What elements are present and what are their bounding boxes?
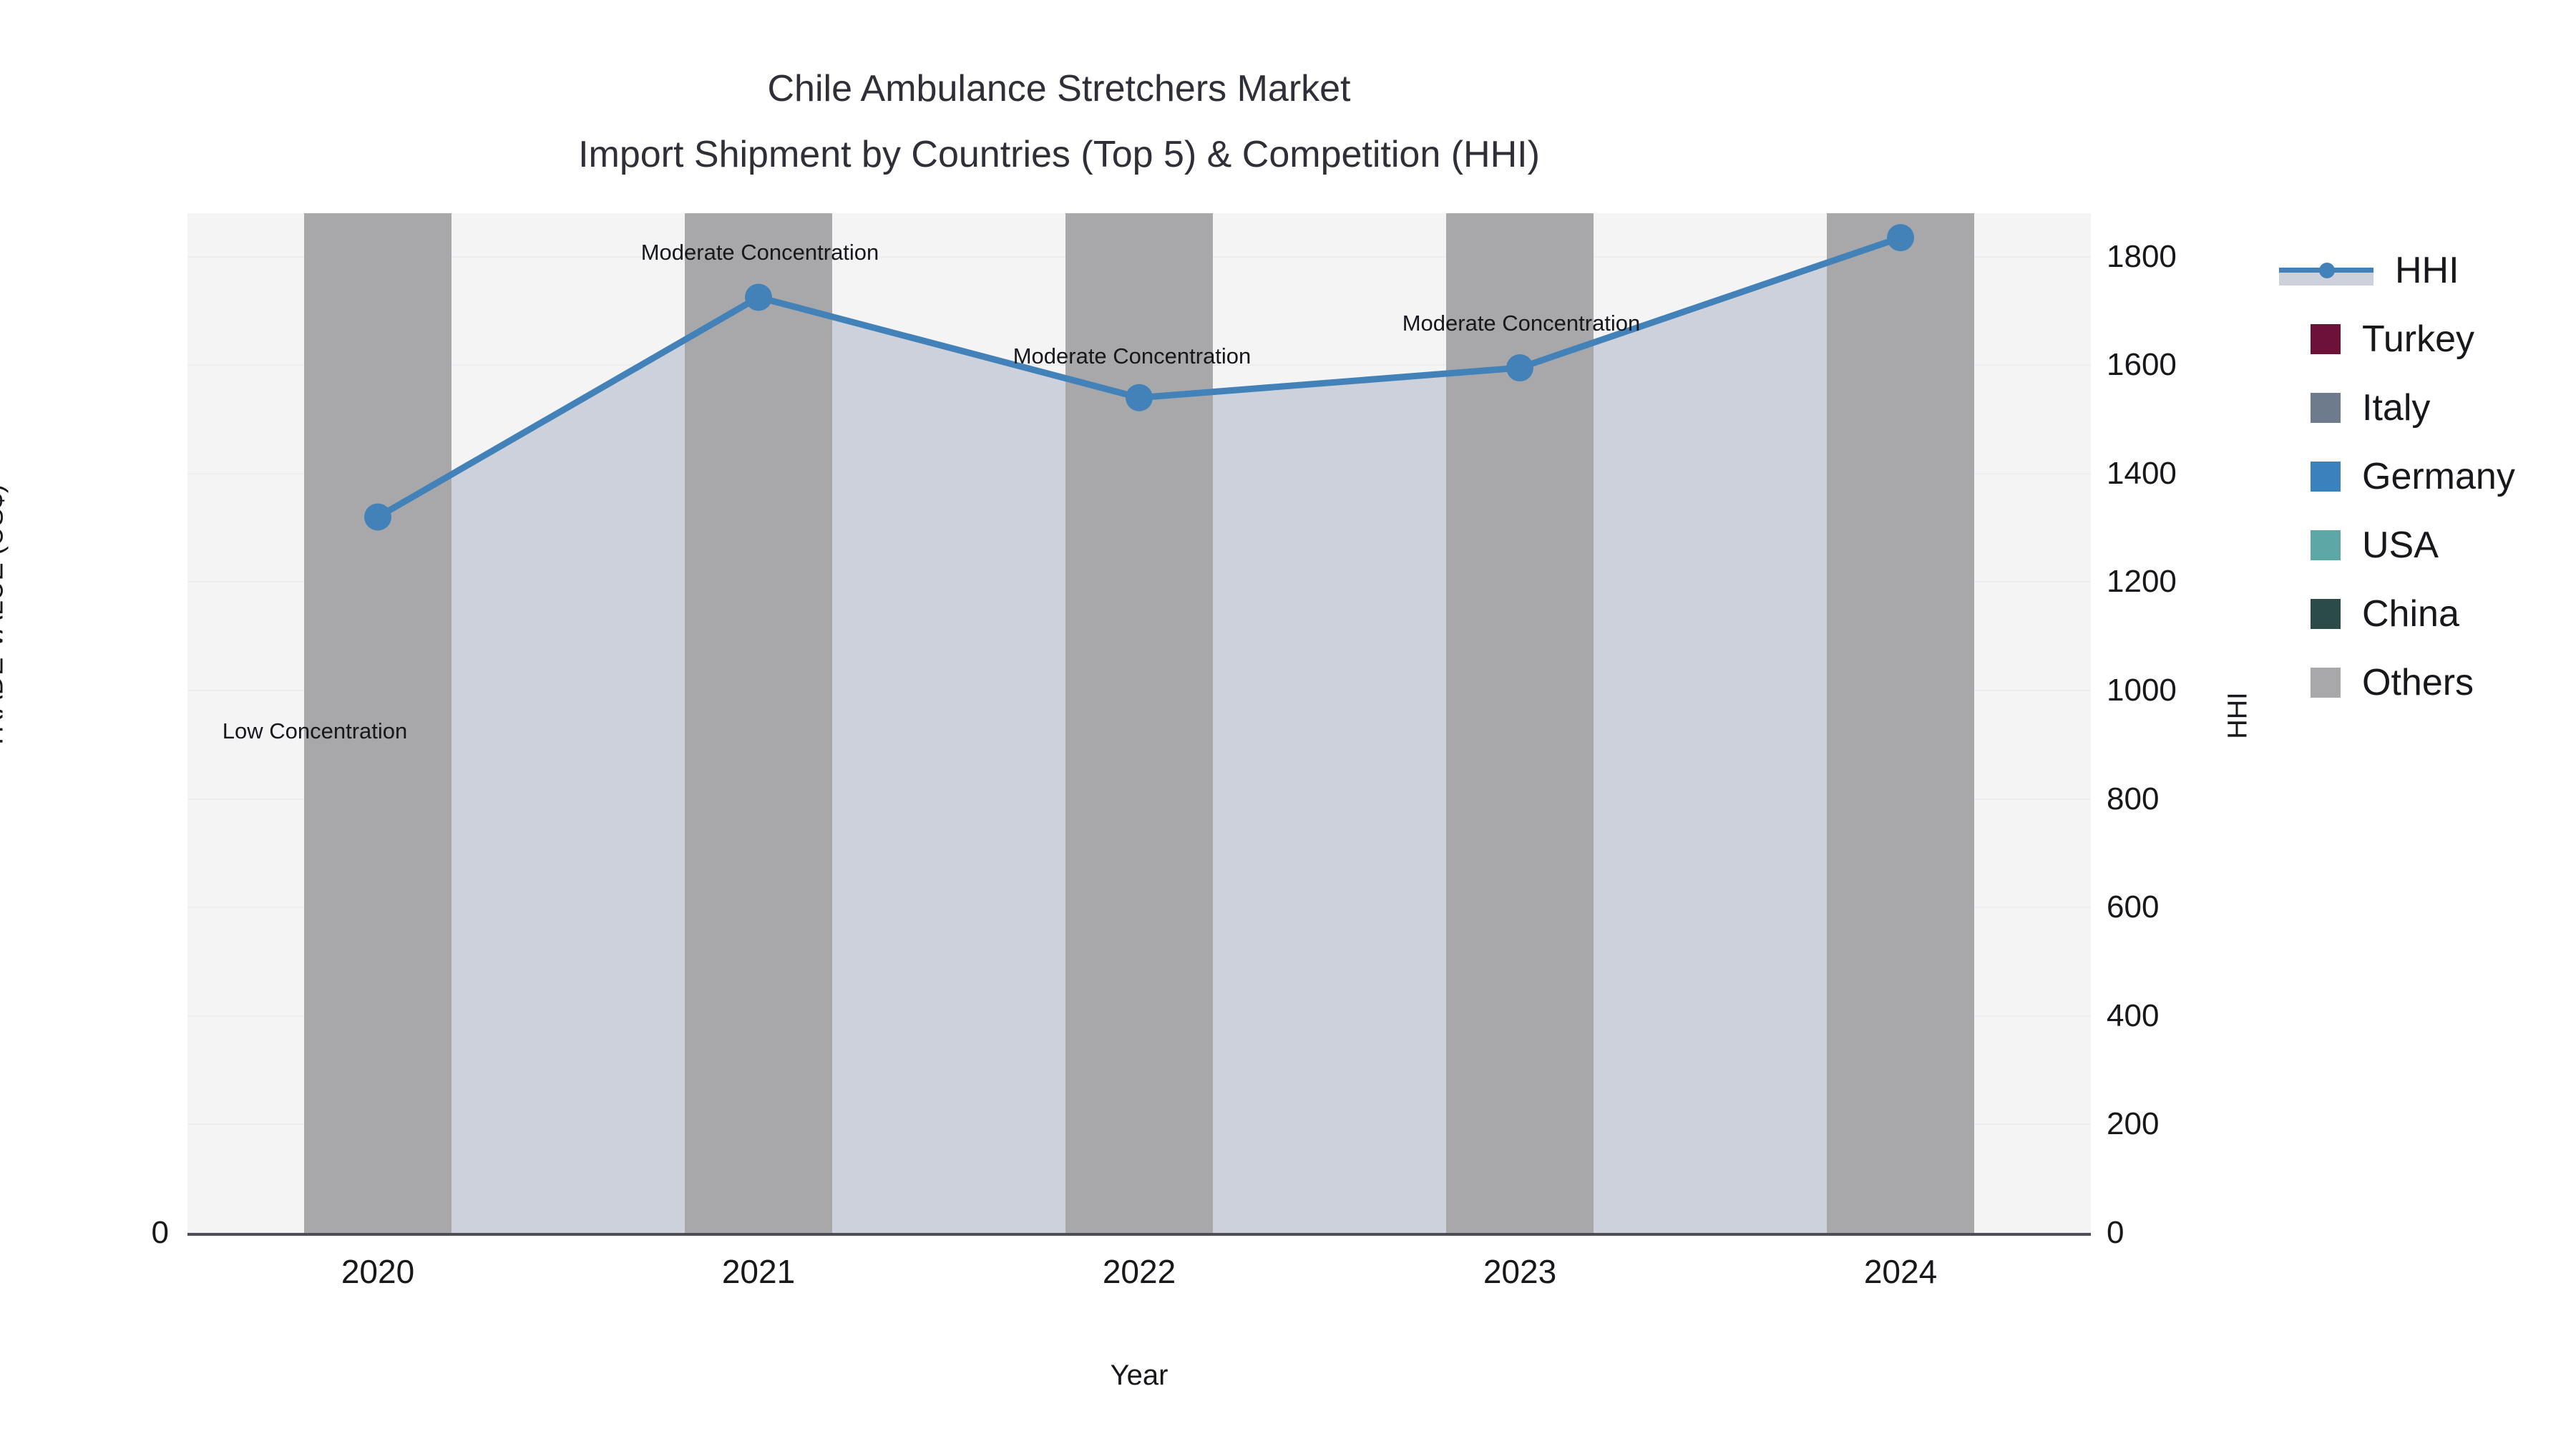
bar-segment-others-2021[interactable] — [685, 213, 832, 1233]
legend-swatch-icon — [2311, 530, 2341, 560]
hhi-annotation-2023: Moderate Concentration — [1402, 311, 1641, 336]
legend-swatch-icon — [2311, 462, 2341, 492]
legend-label: China — [2362, 593, 2459, 635]
plot-area: Low Concentration Moderate Concentration M… — [187, 213, 2091, 1234]
plot-canvas: Low Concentration Moderate Concentration M… — [187, 213, 2091, 1234]
legend: HHI Turkey Italy Germany USA China Others — [2279, 236, 2515, 717]
legend-label: Turkey — [2362, 318, 2474, 360]
legend-swatch-icon — [2311, 324, 2341, 354]
y-axis-left-ticks: 05M10M15M20M — [0, 0, 169, 1449]
bar-segment-others-2020[interactable] — [304, 213, 452, 1233]
bar-stack-2023[interactable] — [1446, 213, 1594, 1233]
legend-item-others[interactable]: Others — [2279, 648, 2515, 717]
bar-segment-others-2023[interactable] — [1446, 213, 1594, 1233]
bar-stack-2021[interactable] — [685, 213, 832, 1233]
hhi-marker-2024[interactable] — [1887, 224, 1914, 252]
y-tick-right-1800: 1800 — [2107, 238, 2177, 274]
x-tick-2020: 2020 — [341, 1253, 415, 1290]
legend-item-germany[interactable]: Germany — [2279, 442, 2515, 511]
hhi-line-series[interactable] — [187, 213, 2091, 1234]
y-tick-right-400: 400 — [2107, 997, 2160, 1033]
legend-item-china[interactable]: China — [2279, 580, 2515, 648]
legend-label: Germany — [2362, 456, 2515, 497]
y-tick-right-200: 200 — [2107, 1106, 2160, 1142]
y-tick-left-0: 0 — [151, 1215, 169, 1250]
y-axis-right-ticks: 0 200 400 600 800 1000 1200 1400 1600 1800 — [2107, 0, 2293, 1449]
bar-stack-2024[interactable] — [1827, 213, 1974, 1233]
y-tick-right-1200: 1200 — [2107, 564, 2177, 600]
x-tick-2021: 2021 — [721, 1253, 796, 1290]
legend-label: USA — [2362, 525, 2439, 566]
hhi-marker-2020[interactable] — [364, 503, 391, 531]
y-tick-right-800: 800 — [2107, 781, 2160, 816]
legend-swatch-icon — [2311, 393, 2341, 423]
bar-segment-others-2024[interactable] — [1827, 213, 1974, 1233]
legend-swatch-icon — [2311, 599, 2341, 629]
x-tick-2022: 2022 — [1102, 1253, 1176, 1290]
y-axis-left-label: TRADE VALUE (US$) — [0, 484, 9, 750]
y-tick-right-1000: 1000 — [2107, 673, 2177, 708]
hhi-marker-2023[interactable] — [1506, 354, 1533, 382]
x-axis-line — [187, 1233, 2091, 1236]
x-tick-2024: 2024 — [1863, 1253, 1938, 1290]
hhi-marker-2021[interactable] — [745, 283, 772, 311]
legend-item-turkey[interactable]: Turkey — [2279, 305, 2515, 374]
hhi-annotation-2020: Low Concentration — [222, 718, 408, 744]
chart-title-line-2: Import Shipment by Countries (Top 5) & C… — [578, 134, 1540, 175]
x-axis-label: Year — [1110, 1360, 1169, 1391]
y-axis-right-label: HHI — [2223, 692, 2253, 739]
legend-item-hhi[interactable]: HHI — [2279, 236, 2515, 305]
legend-line-marker-icon — [2279, 255, 2373, 286]
legend-swatch-icon — [2311, 668, 2341, 698]
legend-label: Italy — [2362, 387, 2431, 429]
legend-item-italy[interactable]: Italy — [2279, 374, 2515, 442]
legend-label: HHI — [2395, 250, 2459, 291]
hhi-annotation-2021: Moderate Concentration — [640, 240, 879, 265]
y-tick-right-1600: 1600 — [2107, 347, 2177, 383]
chart-title-line-1: Chile Ambulance Stretchers Market — [767, 68, 1351, 109]
x-tick-2023: 2023 — [1483, 1253, 1557, 1290]
legend-label: Others — [2362, 662, 2474, 703]
y-tick-right-600: 600 — [2107, 889, 2160, 925]
y-tick-right-1400: 1400 — [2107, 455, 2177, 491]
legend-item-usa[interactable]: USA — [2279, 511, 2515, 580]
hhi-marker-2022[interactable] — [1126, 384, 1153, 411]
y-tick-right-0: 0 — [2107, 1215, 2124, 1250]
chart-title: Chile Ambulance Stretchers Market Import… — [0, 56, 2118, 187]
hhi-annotation-2022: Moderate Concentration — [1013, 343, 1252, 369]
bar-stack-2020[interactable] — [304, 213, 452, 1233]
